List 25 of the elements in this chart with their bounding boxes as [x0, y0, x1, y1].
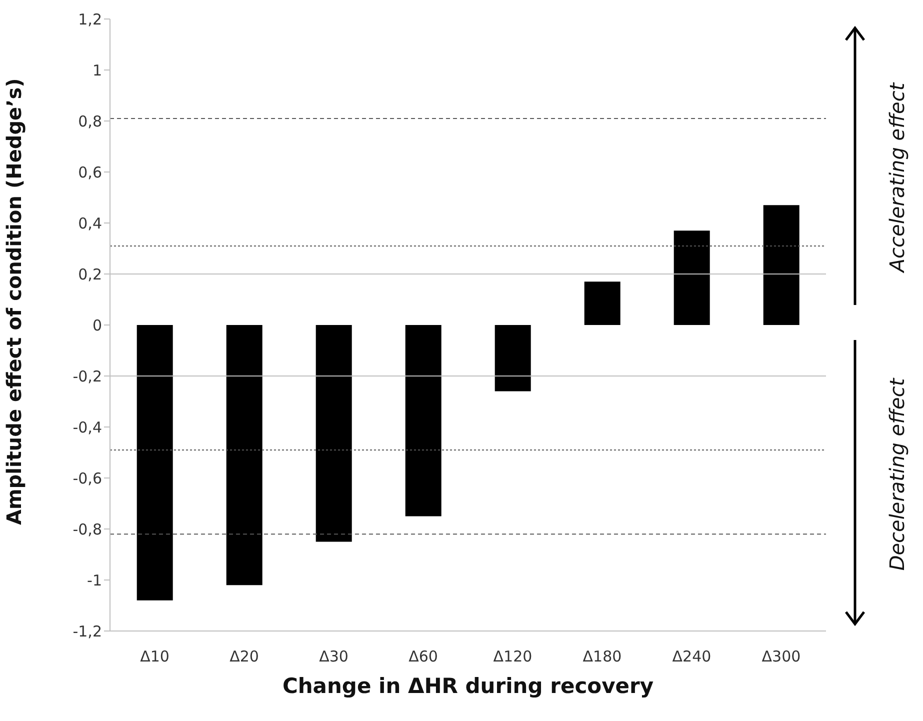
x-axis-title: Change in ΔHR during recovery [282, 674, 654, 698]
y-tick-label: 0,2 [78, 265, 102, 284]
x-tick-label: Δ60 [408, 648, 438, 666]
y-tick-label: -0,4 [72, 418, 102, 436]
text: Decelerating effect [885, 377, 909, 571]
y-tick-label: 0,6 [78, 163, 102, 182]
y-tick-label: -0,6 [72, 469, 102, 488]
y-tick-label: 1,2 [78, 10, 102, 28]
y-tick-label: 1 [92, 61, 102, 80]
y-axis-title: Amplitude effect of condition (Hedge’s) [2, 78, 26, 525]
y-tick-label: -0,8 [72, 520, 102, 538]
x-tick-label: Δ120 [493, 648, 532, 666]
y-tick-label: 0 [92, 316, 102, 334]
x-tick-label: Δ300 [762, 648, 801, 666]
y-tick-label: 0,4 [78, 214, 102, 232]
y-tick-label: -1 [87, 571, 102, 590]
x-tick-label: Δ20 [230, 648, 259, 666]
y-tick-label: 0,8 [78, 112, 102, 130]
text: Accelerating effect [885, 82, 909, 274]
x-tick-label: Δ180 [582, 648, 622, 666]
x-tick-label: Δ30 [319, 648, 348, 666]
x-tick-label: Δ240 [672, 648, 712, 666]
y-tick-label: -0,2 [72, 367, 102, 386]
x-tick-label: Δ10 [140, 648, 170, 666]
y-tick-label: -1,2 [72, 622, 102, 640]
